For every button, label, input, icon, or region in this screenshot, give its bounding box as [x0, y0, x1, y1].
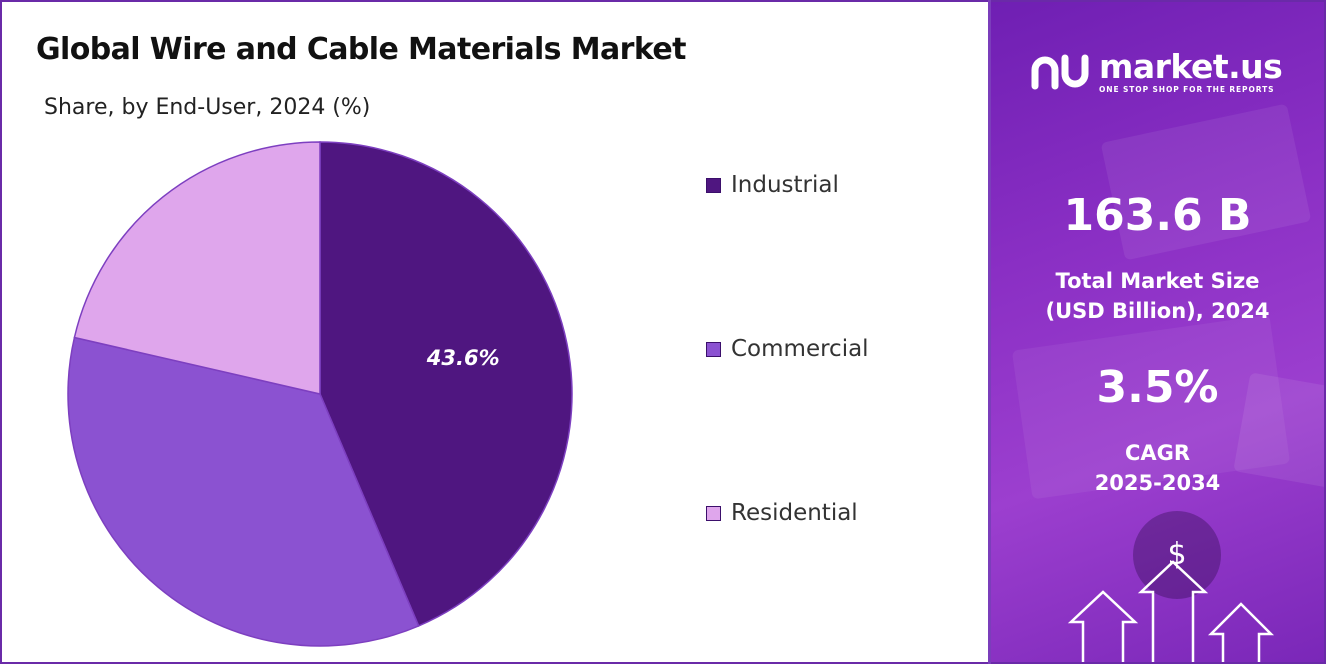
growth-arrows-illustration: $	[1067, 511, 1275, 662]
pie-chart: 43.6%	[67, 141, 573, 647]
brand-tagline: ONE STOP SHOP FOR THE REPORTS	[1099, 85, 1275, 94]
cagr-label-line2: 2025-2034	[1094, 471, 1221, 495]
legend-label-commercial: Commercial	[731, 336, 869, 362]
chart-title: Global Wire and Cable Materials Market	[36, 32, 686, 67]
legend-swatch-industrial	[706, 177, 721, 193]
arrow-up-right-icon	[1207, 602, 1275, 662]
market-size-label-line1: Total Market Size	[1055, 269, 1260, 293]
stats-panel: market.us ONE STOP SHOP FOR THE REPORTS …	[991, 2, 1324, 662]
market-size-value: 163.6 B	[1063, 190, 1252, 241]
chart-panel: Global Wire and Cable Materials Market S…	[2, 2, 988, 662]
pie-slice-commercial	[67, 336, 420, 647]
brand-logo: market.us ONE STOP SHOP FOR THE REPORTS	[1031, 47, 1283, 94]
cagr-label-line1: CAGR	[1124, 441, 1191, 465]
chart-subtitle: Share, by End-User, 2024 (%)	[44, 95, 371, 120]
coin-circle	[1133, 511, 1221, 599]
legend-label-industrial: Industrial	[731, 172, 839, 198]
legend-swatch-commercial	[706, 341, 721, 357]
brand-name: market.us	[1099, 47, 1283, 86]
legend-item-commercial: Commercial	[706, 336, 869, 362]
pie-slice-industrial	[319, 141, 573, 627]
legend-label-residential: Residential	[731, 500, 858, 526]
legend-item-industrial: Industrial	[706, 172, 839, 198]
pie-slice-residential	[73, 141, 321, 395]
data-label-industrial: 43.6%	[426, 346, 500, 370]
legend-item-residential: Residential	[706, 500, 858, 526]
panel-divider	[988, 0, 991, 664]
brand-logo-icon	[1031, 54, 1089, 90]
cagr-value: 3.5%	[1096, 362, 1219, 413]
arrow-up-left-icon	[1067, 590, 1139, 662]
market-size-label-line2: (USD Billion), 2024	[1045, 299, 1270, 323]
legend-swatch-residential	[706, 505, 721, 521]
arrow-up-center-icon	[1137, 560, 1209, 662]
